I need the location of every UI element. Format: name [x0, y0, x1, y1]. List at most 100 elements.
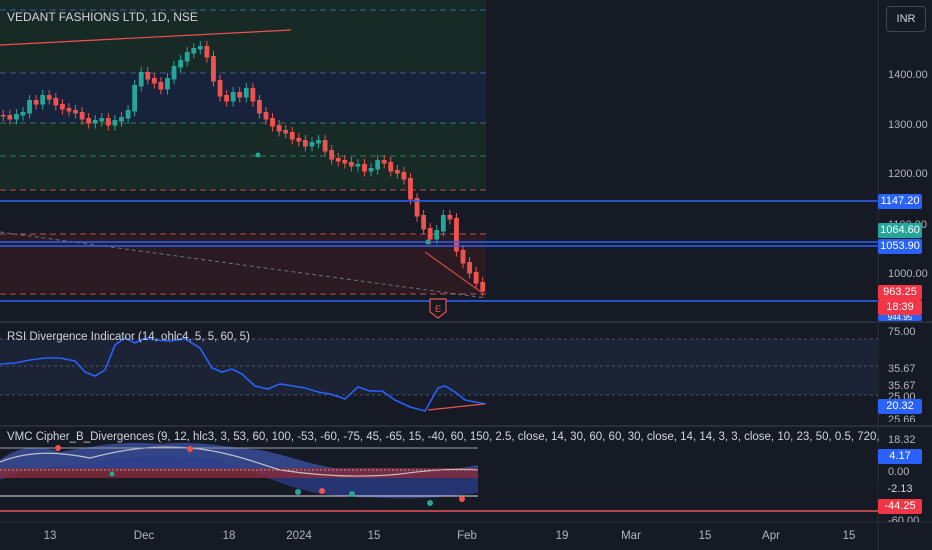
x-axis-label-feb: Feb	[457, 530, 477, 542]
rsi-line[interactable]	[0, 337, 487, 412]
rsi-divergence-line[interactable]	[427, 403, 485, 411]
candle-body	[138, 72, 144, 87]
candle-body	[165, 78, 170, 90]
candle-body	[302, 140, 308, 147]
candle-body	[296, 138, 302, 142]
candle-body	[158, 82, 164, 90]
candle-body	[46, 95, 52, 100]
vmc-indicator-title[interactable]: VMC Cipher_B_Divergences (9, 12, hlc3, 3…	[7, 431, 883, 443]
candle-body	[414, 198, 420, 217]
candle-body	[92, 120, 98, 124]
candle-body	[230, 92, 236, 102]
earnings-marker[interactable]: E	[429, 298, 447, 319]
rsi-value-badge[interactable]: 20.32	[878, 399, 922, 414]
candle-body	[217, 80, 223, 97]
candle-body	[467, 262, 472, 274]
candle-body	[33, 100, 39, 105]
candle-body	[375, 160, 381, 170]
candle-body	[59, 104, 65, 110]
candle-body	[440, 215, 446, 232]
x-axis-label-13: 13	[43, 530, 57, 542]
candle-body	[171, 66, 177, 80]
price-badge-1064[interactable]: 1064.60	[878, 223, 922, 238]
price-badge-1053[interactable]: 1053.90	[878, 239, 922, 254]
symbol-title[interactable]: VEDANT FASHIONS LTD, 1D, NSE	[7, 10, 198, 24]
candle-body	[197, 46, 203, 50]
resistance-trendline[interactable]	[0, 29, 292, 46]
countdown-badge: 18:39	[878, 300, 922, 315]
last-price-badge[interactable]: 963.25	[878, 285, 922, 300]
candle-body	[394, 170, 400, 174]
price-badge-945[interactable]: 944.95	[878, 315, 922, 321]
candle-body	[480, 282, 486, 292]
candle-body	[283, 130, 289, 134]
rsi-indicator-title[interactable]: RSI Divergence Indicator (14, ohlc4, 5, …	[7, 331, 250, 343]
x-axis-label-15: 15	[367, 530, 381, 542]
price-divergence-line[interactable]	[424, 251, 482, 293]
rsi-axis-label-35-b: 35.67	[888, 380, 916, 392]
candle-body	[342, 160, 348, 164]
candle-body	[178, 60, 184, 68]
candle-body	[151, 78, 157, 84]
candle-body	[105, 118, 111, 126]
candle-body	[270, 118, 275, 127]
zone-blue	[0, 73, 486, 123]
candle-body	[0, 115, 6, 117]
candle-body	[243, 88, 249, 98]
candle-body	[427, 228, 433, 240]
price-axis-label-1400: 1400.00	[888, 69, 928, 81]
x-axis-label-2024: 2024	[286, 530, 312, 542]
candle-body	[112, 120, 118, 126]
support-trendline[interactable]	[0, 231, 487, 299]
candle-body	[355, 164, 361, 167]
candle-body	[132, 85, 138, 112]
candle-body	[99, 118, 105, 122]
candle-body	[27, 100, 32, 114]
candle-body	[276, 125, 282, 132]
candle-body	[408, 178, 413, 200]
candle-body	[86, 118, 92, 124]
candle-body	[145, 72, 151, 80]
x-axis-label-15b: 15	[698, 530, 712, 542]
rsi-axis-label-35-a: 35.67	[888, 363, 916, 375]
candle-body	[40, 95, 46, 105]
currency-button[interactable]: INR	[886, 6, 926, 32]
candle-body	[421, 215, 427, 230]
candle-body	[434, 230, 440, 240]
price-axis-label-1300: 1300.00	[888, 119, 928, 131]
candle-body	[473, 272, 479, 284]
candle-body	[184, 52, 190, 62]
candle-body	[73, 110, 78, 114]
vmc-axis-label-0: 0.00	[888, 466, 910, 478]
candle-body	[79, 112, 85, 120]
zone-top-green	[0, 0, 486, 73]
price-badge-1147[interactable]: 1147.20	[878, 194, 922, 209]
rsi-axis-label-75: 75.00	[888, 326, 916, 338]
x-axis-label-dec: Dec	[133, 530, 155, 542]
vmc-value-badge-4[interactable]: 4.17	[878, 449, 922, 464]
candle-body	[335, 158, 341, 162]
candle-body	[191, 48, 197, 54]
candle-body	[250, 88, 256, 102]
vmc-value-badge-neg44[interactable]: -44.25	[878, 499, 922, 514]
candle-body	[66, 108, 72, 112]
vmc-value-badge-neg2[interactable]: -2.13	[878, 482, 922, 497]
candle-body	[237, 92, 243, 98]
candle-body	[348, 162, 354, 167]
earnings-marker-label: E	[435, 304, 441, 314]
x-axis-label-apr: Apr	[762, 530, 780, 542]
vmc-waves[interactable]	[0, 442, 479, 499]
candle-body	[316, 140, 321, 144]
candle-body	[368, 168, 374, 172]
price-axis-label-1200: 1200.00	[888, 168, 928, 180]
vmc-axis-label-25: 25.66	[888, 414, 916, 422]
candle-body	[309, 142, 315, 147]
rsi-axis-label-25: 25.00	[888, 391, 916, 399]
candle-body	[263, 112, 269, 120]
x-axis-label-19: 19	[555, 530, 569, 542]
candle-body	[322, 140, 328, 152]
candle-body	[224, 95, 229, 102]
candle-body	[454, 218, 459, 252]
vmc-axis-label-18: 18.32	[888, 434, 916, 446]
